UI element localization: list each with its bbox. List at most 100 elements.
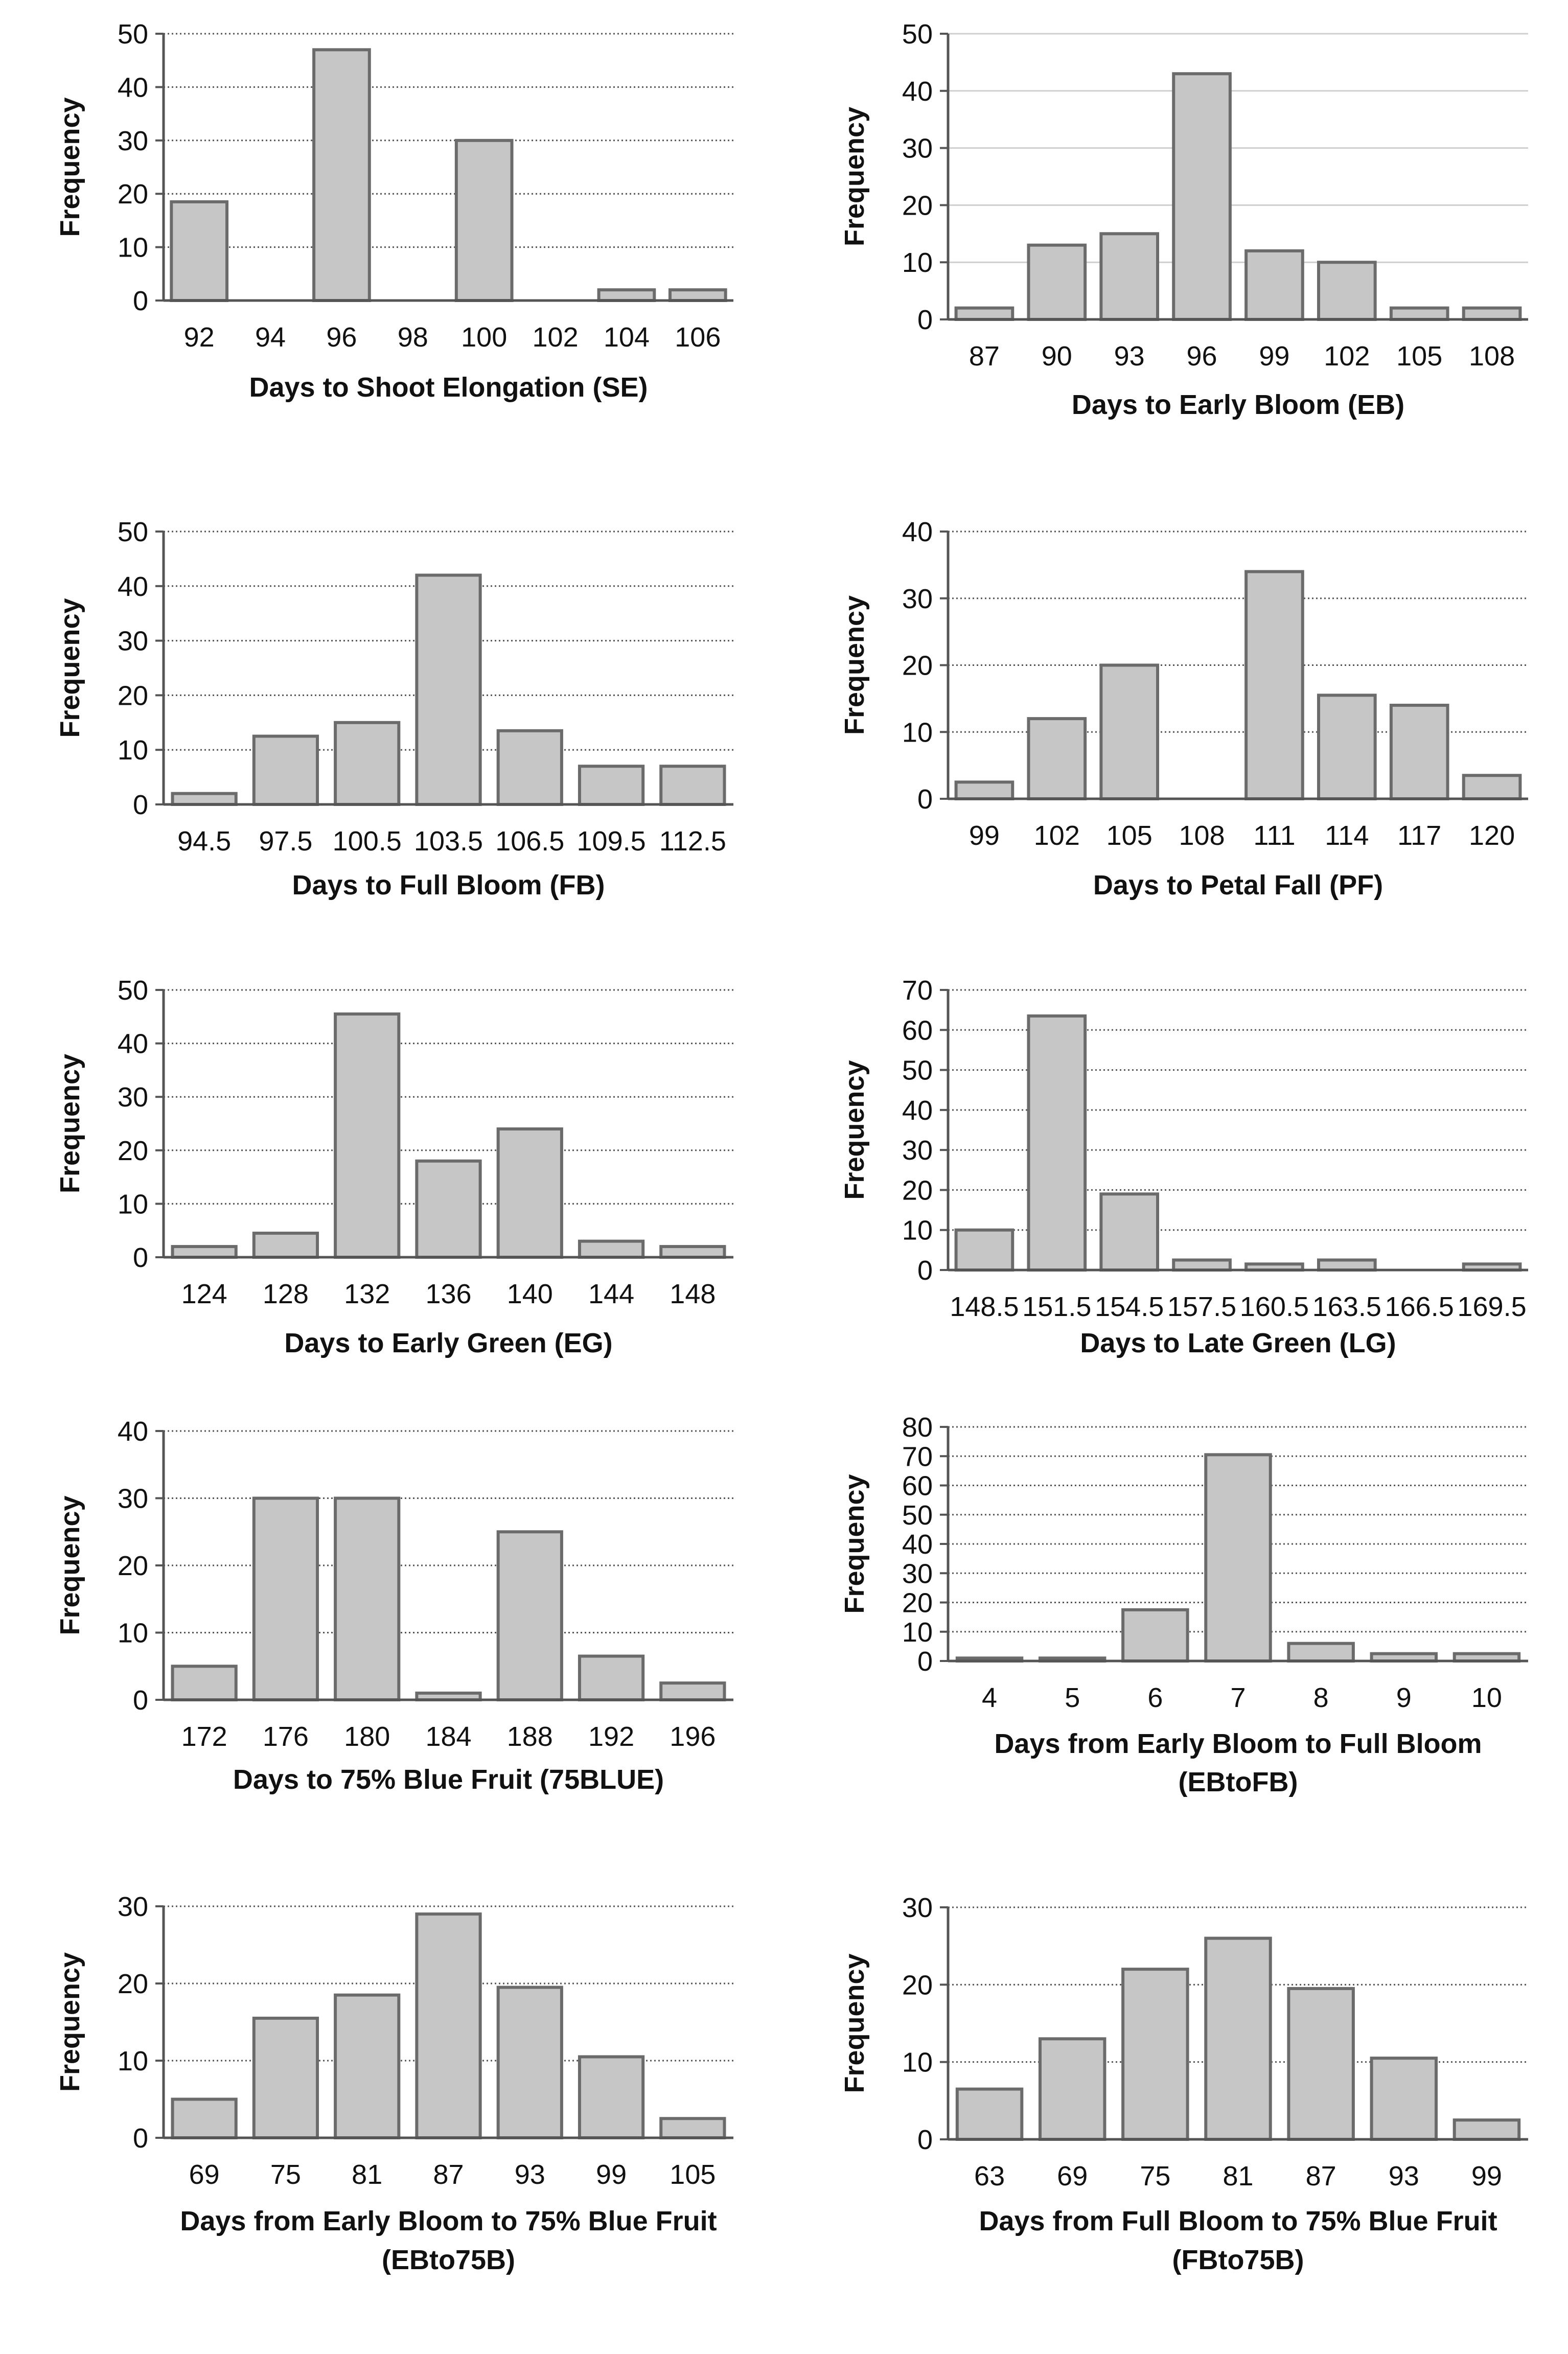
y-axis-title: Frequency [839, 1474, 870, 1613]
x-tick-label: 188 [507, 1721, 553, 1752]
y-tick-label: 10 [118, 1189, 148, 1219]
x-tick-label: 99 [1259, 341, 1289, 372]
x-tick-label: 157.5 [1167, 1291, 1236, 1322]
bar [1027, 243, 1087, 321]
y-tick-label: 20 [902, 1588, 933, 1619]
y-tick-label: 20 [902, 1175, 933, 1206]
bar [252, 1231, 319, 1259]
x-tick-label: 114 [1325, 820, 1369, 851]
bar [171, 2097, 238, 2139]
x-tick-label: 102 [1034, 820, 1080, 851]
x-tick-label: 108 [1469, 341, 1515, 372]
bar [312, 48, 371, 302]
x-axis-title: Days to Early Bloom (EB) [1072, 389, 1404, 420]
y-tick-label: 30 [118, 1484, 148, 1514]
bar [1452, 2118, 1521, 2141]
bar [171, 1665, 238, 1701]
y-tick-label: 50 [118, 975, 148, 1006]
x-axis-title: Days from Full Bloom to 75% Blue Fruit [979, 2206, 1497, 2236]
bar [1172, 72, 1232, 321]
bar [415, 1912, 482, 2140]
y-tick-label: 50 [902, 1055, 933, 1086]
x-tick-label: 99 [596, 2159, 627, 2190]
bar [496, 729, 563, 806]
y-tick-label: 10 [902, 1215, 933, 1246]
x-tick-label: 136 [425, 1279, 471, 1309]
x-axis-title: Days to Shoot Elongation (SE) [249, 372, 648, 403]
x-tick-label: 5 [1065, 1682, 1080, 1713]
y-tick-label: 0 [133, 286, 148, 316]
x-axis-title: Days to Early Green (EG) [284, 1328, 612, 1358]
x-tick-label: 148.5 [950, 1291, 1019, 1322]
bar [659, 1245, 726, 1259]
x-tick-label: 4 [982, 1682, 997, 1713]
panel-early-bloom: 0 10 20 30 40 50 87 90 93 96 99 102 105 108 Days to Ea… [839, 19, 1528, 420]
x-tick-label: 103.5 [414, 826, 483, 857]
x-tick-label: 69 [1057, 2161, 1088, 2191]
panel-full-bloom-to-75-blue-fruit: 0 10 20 30 63 69 75 81 87 93 99 Days from Full Bloo… [839, 1893, 1528, 2275]
y-tick-label: 20 [902, 190, 933, 221]
y-axis-title: Frequency [839, 595, 870, 735]
y-tick-label: 50 [902, 1500, 933, 1531]
y-tick-label: 0 [917, 1255, 933, 1286]
bar [334, 721, 401, 806]
y-tick-label: 0 [917, 305, 933, 335]
x-axis-title: Days to Late Green (LG) [1080, 1328, 1396, 1358]
bar [415, 1159, 482, 1259]
y-tick-label: 40 [902, 1095, 933, 1126]
x-tick-label: 75 [1140, 2161, 1170, 2191]
y-tick-label: 30 [902, 1558, 933, 1589]
bar [171, 792, 238, 806]
x-axis-title: Days from Early Bloom to Full Bloom [994, 1728, 1482, 1759]
x-tick-label: 87 [433, 2159, 464, 2190]
x-axis-title: Days to 75% Blue Fruit (75BLUE) [233, 1764, 664, 1795]
x-tick-label: 99 [969, 820, 1000, 851]
bar [1462, 774, 1522, 801]
x-tick-label: 112.5 [659, 826, 726, 857]
bar [1038, 2037, 1106, 2141]
bar [252, 1496, 319, 1701]
x-tick-label: 105 [670, 2159, 716, 2190]
bar [954, 306, 1014, 321]
x-tick-label: 94.5 [177, 826, 231, 857]
x-tick-label: 81 [352, 2159, 382, 2190]
x-tick-label: 90 [1042, 341, 1072, 372]
x-tick-label: 93 [1389, 2161, 1419, 2191]
x-tick-label: 124 [181, 1279, 227, 1309]
x-tick-label: 99 [1471, 2161, 1502, 2191]
y-tick-label: 20 [118, 1969, 148, 1999]
x-tick-label: 172 [181, 1721, 227, 1752]
y-tick-label: 40 [902, 517, 933, 547]
bar [334, 1993, 401, 2139]
bar [1244, 249, 1304, 321]
x-tick-label: 94 [255, 322, 286, 353]
x-axis-title: Days to Full Bloom (FB) [292, 870, 605, 901]
bar [1389, 703, 1449, 800]
x-axis-title-line2: (EBtoFB) [1179, 1767, 1298, 1797]
y-axis-title: Frequency [55, 1054, 85, 1193]
x-tick-label: 104 [604, 322, 650, 353]
y-axis-title: Frequency [839, 1953, 870, 2093]
x-tick-label: 117 [1397, 820, 1441, 851]
panel-early-green: 0 10 20 30 40 50 124 128 132 136 140 144 148 Days to … [55, 975, 733, 1358]
y-tick-label: 60 [902, 1015, 933, 1046]
y-tick-label: 40 [902, 1529, 933, 1560]
bar [170, 200, 229, 302]
y-tick-label: 0 [917, 2125, 933, 2155]
x-tick-label: 75 [270, 2159, 301, 2190]
bar [496, 1127, 563, 1259]
y-tick-label: 20 [902, 651, 933, 681]
x-tick-label: 166.5 [1385, 1291, 1454, 1322]
bar [1370, 2057, 1438, 2141]
x-axis-title-line2: (FBto75B) [1172, 2245, 1304, 2275]
x-tick-label: 108 [1179, 820, 1225, 851]
y-tick-label: 10 [118, 233, 148, 263]
bar [171, 1245, 238, 1259]
bar [668, 288, 727, 302]
y-tick-label: 0 [133, 2123, 148, 2154]
x-tick-label: 184 [425, 1721, 471, 1752]
y-tick-label: 30 [118, 1891, 148, 1922]
bar [1172, 1258, 1232, 1272]
